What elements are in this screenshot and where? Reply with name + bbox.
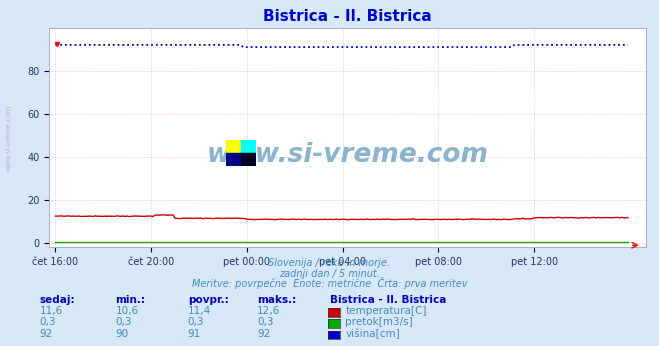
- Text: povpr.:: povpr.:: [188, 295, 229, 305]
- Title: Bistrica - Il. Bistrica: Bistrica - Il. Bistrica: [263, 9, 432, 24]
- Text: pretok[m3/s]: pretok[m3/s]: [345, 317, 413, 327]
- Text: 11,4: 11,4: [188, 306, 211, 316]
- Text: Meritve: povrpečne  Enote: metrične  Črta: prva meritev: Meritve: povrpečne Enote: metrične Črta:…: [192, 277, 467, 289]
- Bar: [241, 139, 256, 153]
- Text: temperatura[C]: temperatura[C]: [345, 306, 427, 316]
- Text: 11,6: 11,6: [40, 306, 63, 316]
- Text: 12,6: 12,6: [257, 306, 280, 316]
- Text: višina[cm]: višina[cm]: [345, 328, 400, 339]
- Text: min.:: min.:: [115, 295, 146, 305]
- Text: www.si-vreme.com: www.si-vreme.com: [6, 104, 12, 171]
- Bar: [226, 153, 241, 165]
- Text: 90: 90: [115, 329, 129, 339]
- Bar: [226, 139, 241, 153]
- Text: 0,3: 0,3: [188, 317, 204, 327]
- Text: 0,3: 0,3: [257, 317, 273, 327]
- Text: sedaj:: sedaj:: [40, 295, 75, 305]
- Text: 10,6: 10,6: [115, 306, 138, 316]
- Text: 0,3: 0,3: [40, 317, 56, 327]
- Text: 92: 92: [257, 329, 270, 339]
- Text: Bistrica - Il. Bistrica: Bistrica - Il. Bistrica: [330, 295, 446, 305]
- Text: www.si-vreme.com: www.si-vreme.com: [207, 142, 488, 168]
- Text: maks.:: maks.:: [257, 295, 297, 305]
- Text: 0,3: 0,3: [115, 317, 132, 327]
- Text: zadnji dan / 5 minut.: zadnji dan / 5 minut.: [279, 269, 380, 279]
- Text: 92: 92: [40, 329, 53, 339]
- Text: Slovenija / reke in morje.: Slovenija / reke in morje.: [268, 258, 391, 268]
- Bar: [241, 153, 256, 165]
- Text: 91: 91: [188, 329, 201, 339]
